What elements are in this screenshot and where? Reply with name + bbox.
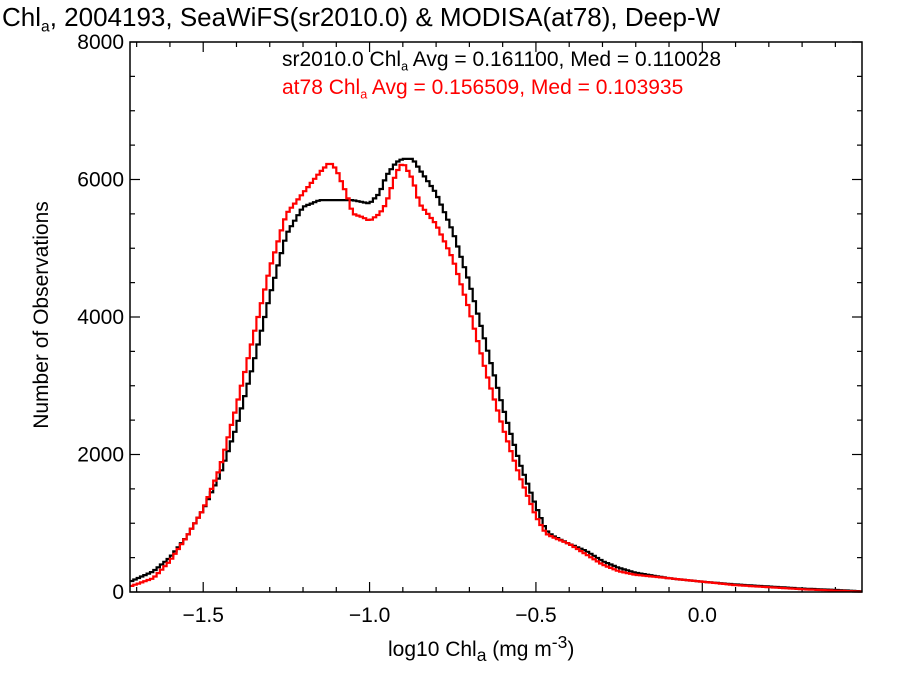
plot-frame bbox=[129, 41, 863, 593]
x-tick-label: −1.0 bbox=[349, 604, 390, 627]
legend-entry-at78: at78 Chla Avg = 0.156509, Med = 0.103935 bbox=[282, 76, 684, 102]
y-tick-label: 2000 bbox=[77, 444, 124, 467]
x-axis-label: log10 Chla (mg m-3) bbox=[388, 632, 575, 666]
x-tick-label: 0.0 bbox=[688, 604, 717, 627]
y-tick-label: 0 bbox=[112, 581, 124, 604]
series-group bbox=[130, 157, 862, 593]
series-sr2010-line bbox=[130, 157, 862, 593]
x-tick-label: −0.5 bbox=[515, 604, 556, 627]
legend-entry-sr2010: sr2010.0 Chla Avg = 0.161100, Med = 0.11… bbox=[282, 48, 722, 74]
tick-labels: −1.5 −1.0 −0.5 0.0 0 2000 4000 6000 8000 bbox=[77, 31, 717, 627]
y-tick-label: 4000 bbox=[77, 306, 124, 329]
y-tick-label: 6000 bbox=[77, 169, 124, 192]
y-tick-label: 8000 bbox=[77, 31, 124, 54]
series-at78-line bbox=[130, 162, 862, 593]
y-axis-label: Number of Observations bbox=[30, 201, 53, 429]
axis-ticks bbox=[130, 41, 862, 593]
x-tick-label: −1.5 bbox=[182, 604, 223, 627]
chart-title: Chla, 2004193, SeaWiFS(sr2010.0) & MODIS… bbox=[2, 2, 721, 36]
